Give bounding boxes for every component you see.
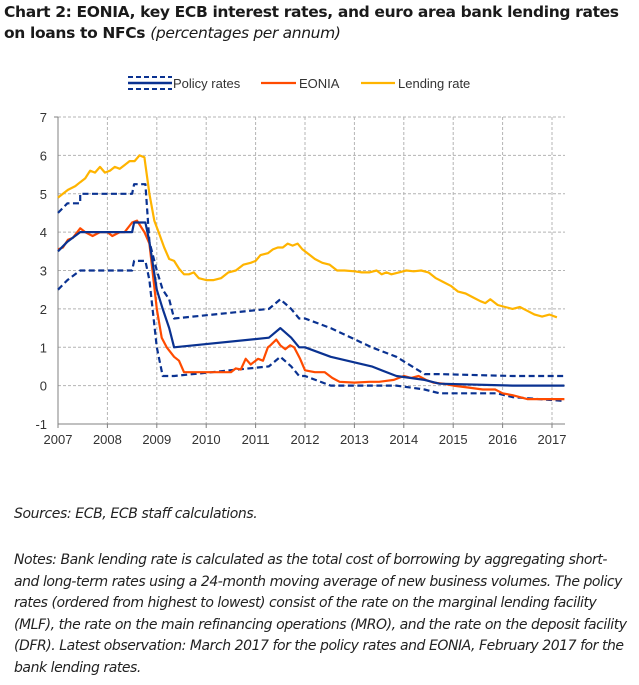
series-line-mro xyxy=(57,221,565,387)
x-tick-label: 2009 xyxy=(142,432,171,447)
y-tick-label: 3 xyxy=(40,264,47,279)
sources-note: Sources: ECB, ECB staff calculations. xyxy=(14,506,258,522)
notes-text: Notes: Bank lending rate is calculated a… xyxy=(14,552,627,676)
y-tick-label: 4 xyxy=(40,225,47,240)
x-tick-label: 2016 xyxy=(488,432,517,447)
chart-subtitle: (percentages per annum) xyxy=(150,24,341,42)
y-tick-label: 1 xyxy=(40,340,47,355)
legend: Policy rates EONIA Lending rate xyxy=(128,76,470,91)
y-tick-label: 2 xyxy=(40,302,47,317)
legend-label-eonia: EONIA xyxy=(299,76,340,91)
legend-label-lending-rate: Lending rate xyxy=(398,76,470,91)
x-tick-label: 2007 xyxy=(44,432,73,447)
y-tick-label: 6 xyxy=(40,148,47,163)
series xyxy=(57,154,565,403)
x-tick-label: 2012 xyxy=(291,432,320,447)
x-tick-label: 2008 xyxy=(93,432,122,447)
series-line-dfr xyxy=(57,259,565,403)
tick-labels: -1 0 1 2 3 4 5 6 7 2007 2008 2009 2010 2011 2012 2013 20… xyxy=(35,110,566,447)
x-tick-label: 2013 xyxy=(340,432,369,447)
chart-title: Chart 2: EONIA, key ECB interest rates, … xyxy=(4,2,634,44)
x-tick-label: 2010 xyxy=(192,432,221,447)
series-line-lending-rate xyxy=(57,154,558,319)
grid xyxy=(58,116,565,424)
series-line-eonia xyxy=(57,219,565,401)
chart-title-text: Chart 2: EONIA, key ECB interest rates, … xyxy=(4,3,619,42)
chart: Policy rates EONIA Lending rate -1 0 1 2 3 4 5 6 7… xyxy=(35,76,566,447)
x-tick-label: 2014 xyxy=(389,432,418,447)
y-tick-label: 0 xyxy=(40,379,47,394)
series-line-mlf xyxy=(57,183,565,378)
axes xyxy=(54,116,565,428)
legend-label-policy-rates: Policy rates xyxy=(173,76,241,91)
x-tick-label: 2011 xyxy=(242,432,270,447)
y-tick-label: -1 xyxy=(35,417,47,432)
y-tick-label: 5 xyxy=(40,187,47,202)
x-tick-label: 2017 xyxy=(538,432,567,447)
x-tick-label: 2015 xyxy=(439,432,468,447)
y-tick-label: 7 xyxy=(40,110,47,125)
